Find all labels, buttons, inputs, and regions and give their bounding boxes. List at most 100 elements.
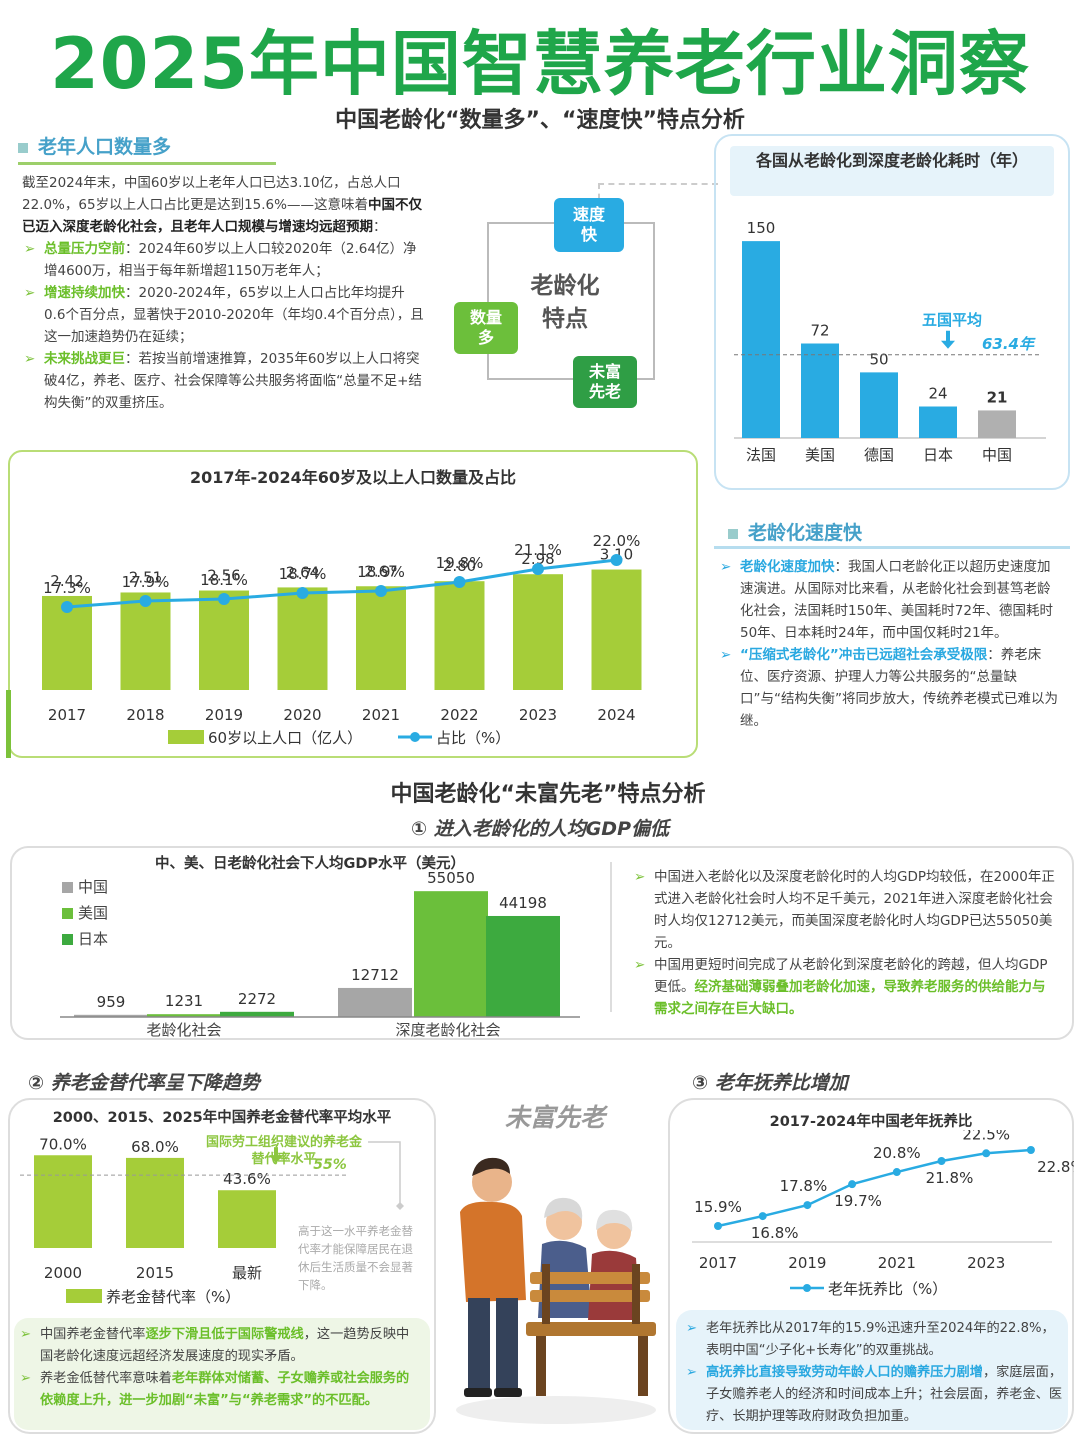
- note-connector: [368, 1141, 401, 1206]
- line-point: [937, 1157, 946, 1166]
- tick-label: 2017: [699, 1254, 737, 1272]
- category-label: 2017: [48, 706, 86, 724]
- line-point: [218, 593, 230, 605]
- bar: [414, 891, 488, 1017]
- line-point: [453, 576, 466, 588]
- reference-value-label: 55%: [313, 1157, 347, 1173]
- shadow-shape: [456, 1396, 656, 1424]
- pension-chart-title: 2000、2015、2025年中国养老金替代率平均水平: [52, 1110, 392, 1126]
- panel-accent: [6, 690, 11, 758]
- tick-label: 2023: [967, 1254, 1005, 1272]
- bar-value-label: 2.64: [286, 563, 319, 581]
- line-point: [61, 601, 73, 613]
- bar-value-label: 1231: [165, 992, 203, 1010]
- heading-text: 老年人口数量多: [38, 136, 172, 158]
- category-label: 2020: [283, 706, 321, 724]
- bar-value-label: 2.98: [521, 550, 554, 568]
- line-point: [296, 587, 309, 599]
- legend-line-point: [803, 1284, 811, 1292]
- bar: [34, 1155, 92, 1248]
- legend-label: 美国: [78, 904, 108, 922]
- line-point: [139, 595, 152, 607]
- bench-shape: [526, 1264, 656, 1396]
- category-label: 美国: [805, 446, 835, 464]
- category-label: 2019: [205, 706, 243, 724]
- bar-value-label: 68.0%: [131, 1138, 179, 1156]
- gdp-text: 中国进入老龄化以及深度老龄化时的人均GDP均较低，在2000年正式进入老龄化社会…: [632, 866, 1058, 1020]
- pension-note: 高于这一水平养老金替代率才能保障居民在退休后生活质量不会显著下降。: [298, 1224, 413, 1292]
- line-value-label: 22.8%: [1037, 1158, 1074, 1176]
- gdp-subtitle: ① 进入老龄化的人均GDP偏低: [411, 818, 669, 840]
- line-point: [848, 1180, 857, 1189]
- bar-value-label: 70.0%: [39, 1135, 87, 1153]
- pension-reference-label: 国际劳工组织建议的养老金替代率水平: [205, 1135, 362, 1167]
- dependency-chart: 15.9% 16.8% 17.8% 19.7% 20.8% 21.8% 22.5% 22.8%…: [692, 1130, 1074, 1298]
- line-value-label: 19.8%: [436, 554, 484, 572]
- diagram-notrich-tag: 未富 先老: [573, 356, 637, 408]
- bar: [486, 915, 560, 1017]
- heading-underline: [18, 162, 276, 165]
- bullet-future: 未来挑战更巨：若按当前增速推算，2035年60岁以上人口将突破4亿，养老、医疗、…: [22, 348, 424, 414]
- dependency-panel: [668, 1098, 1074, 1434]
- category-label: 法国: [746, 446, 776, 464]
- pension-panel: [8, 1098, 436, 1434]
- line-point: [758, 1212, 767, 1221]
- diagram-speed-tag: 速度 快: [554, 198, 624, 252]
- gdp-panel: [10, 846, 1074, 1040]
- population-chart: 2.42 2017 2.51 2018 2.56 2019 2.64 2020 2.67 2021…: [42, 532, 642, 747]
- bar-value-label: 2.80: [443, 557, 476, 575]
- section1-title: 中国老龄化“数量多”、“速度快”特点分析: [335, 108, 745, 133]
- population-chart-panel: [8, 450, 698, 758]
- line-point: [532, 563, 544, 575]
- pension-subtitle: ② 养老金替代率呈下降趋势: [28, 1072, 260, 1094]
- aging-speed-heading: 老龄化速度快: [728, 518, 862, 545]
- bar-value-label: 43.6%: [223, 1170, 271, 1188]
- heading-underline: [714, 546, 1070, 549]
- legend-line-point: [410, 732, 420, 742]
- legend-line-label: 占比（%）: [436, 729, 510, 747]
- line-point: [892, 1168, 901, 1177]
- aging-speed-text: 老龄化速度加快：我国人口老龄化正以超历史速度加速演进。从国际对比来看，从老龄化社…: [718, 556, 1062, 732]
- countries-chart-panel: [714, 134, 1070, 490]
- down-arrow-icon: [941, 330, 955, 349]
- page-title: 2025年中国智慧养老行业洞察: [50, 23, 1030, 105]
- category-label: 2018: [126, 706, 164, 724]
- category-label: 2024: [597, 706, 635, 724]
- legend-label: 养老金替代率（%）: [106, 1288, 240, 1306]
- line-value-label: 21.1%: [514, 541, 562, 559]
- bar: [338, 987, 412, 1017]
- bar: [220, 1011, 294, 1017]
- category-label: 2015: [136, 1264, 174, 1282]
- line-value-label: 21.8%: [926, 1169, 974, 1187]
- dependency-subtitle: ③ 老年抚养比增加: [692, 1072, 848, 1094]
- diagram-quantity-tag: 数量 多: [454, 302, 518, 354]
- bar-value-label: 21: [987, 388, 1008, 406]
- bar: [978, 410, 1016, 438]
- bar: [801, 343, 839, 438]
- dependency-text: 老年抚养比从2017年的15.9%迅速升至2024年的22.8%，表明中国“少子…: [684, 1318, 1064, 1428]
- line-value-label: 17.9%: [122, 573, 170, 591]
- bar: [126, 1157, 184, 1248]
- line-series: [66, 558, 617, 609]
- bar: [74, 1014, 148, 1017]
- line-value-label: 18.7%: [279, 565, 327, 583]
- line-value-label: 22.5%: [962, 1130, 1010, 1143]
- heading-square-icon: [728, 528, 738, 539]
- category-label: 老龄化社会: [146, 1021, 221, 1039]
- category-label: 日本: [923, 446, 953, 464]
- down-arrow-icon: [269, 1147, 283, 1164]
- category-label: 2022: [440, 706, 478, 724]
- bar: [919, 406, 957, 438]
- heading-text: 老龄化速度快: [748, 522, 863, 544]
- bar: [591, 569, 642, 690]
- bar: [356, 586, 406, 690]
- bar-value-label: 12712: [351, 966, 399, 984]
- bar-value-label: 72: [810, 322, 829, 340]
- section2-title: 中国老龄化“未富先老”特点分析: [390, 782, 706, 807]
- dependency-chart-title: 2017-2024年中国老年抚养比: [769, 1114, 973, 1130]
- legend-bar-label: 60岁以上人口（亿人）: [208, 729, 362, 747]
- gdp-divider: [610, 862, 612, 1012]
- pension-text: 中国养老金替代率逐步下滑且低于国际警戒线，这一趋势反映中国老龄化速度远超经济发展…: [18, 1324, 420, 1412]
- connector-diamond-icon: [396, 1202, 404, 1210]
